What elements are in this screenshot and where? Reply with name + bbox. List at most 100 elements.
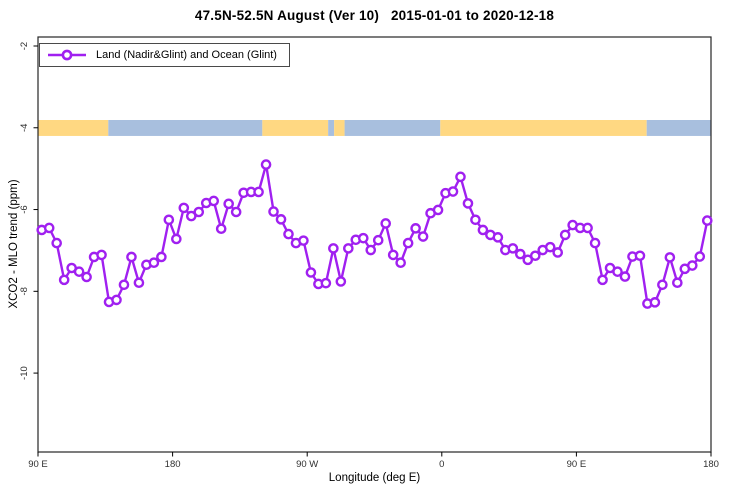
land-ocean-band xyxy=(38,120,711,136)
chart-title: 47.5N-52.5N August (Ver 10) 2015-01-01 t… xyxy=(194,8,555,23)
data-point xyxy=(253,186,264,198)
data-point xyxy=(96,249,107,261)
x-tick-label: 90 W xyxy=(296,459,318,470)
data-point xyxy=(268,206,279,217)
data-points xyxy=(36,159,713,309)
x-axis-label: Longitude (deg E) xyxy=(328,472,421,484)
data-point xyxy=(343,243,354,254)
data-point xyxy=(73,266,85,277)
data-point xyxy=(522,254,534,266)
data-point xyxy=(462,198,474,209)
data-point xyxy=(447,186,459,197)
data-point xyxy=(148,257,160,268)
data-point xyxy=(492,232,504,243)
data-point xyxy=(305,267,317,278)
data-point xyxy=(81,271,92,283)
y-axis-label: XCO2 - MLO trend (ppm) xyxy=(8,179,20,309)
y-tick-label: -2 xyxy=(19,42,30,50)
y-tick-label: -4 xyxy=(19,124,30,132)
data-point xyxy=(156,251,167,263)
data-point xyxy=(328,243,339,254)
data-point xyxy=(477,224,489,236)
data-point xyxy=(664,252,676,263)
data-point xyxy=(111,294,122,306)
y-axis-ticks: -2 -4 -6 -8 -10 xyxy=(19,42,38,380)
band-segment-land xyxy=(262,120,329,136)
data-point xyxy=(193,206,205,218)
x-axis-ticks: 90 E 180 90 W 0 90 E 180 xyxy=(28,452,719,470)
data-point xyxy=(43,222,55,234)
data-point xyxy=(357,232,369,244)
data-point xyxy=(298,235,309,246)
legend-series-marker-icon xyxy=(48,49,86,61)
band-segment-land xyxy=(334,120,345,136)
data-point xyxy=(455,171,466,183)
data-point xyxy=(619,271,631,282)
data-point xyxy=(589,237,601,249)
data-point xyxy=(544,241,556,253)
data-point xyxy=(634,250,646,262)
x-tick-label: 90 E xyxy=(567,459,587,470)
data-point xyxy=(559,229,571,241)
band-segment-land xyxy=(440,120,647,136)
data-point xyxy=(230,206,242,218)
legend-box: Land (Nadir&Glint) and Ocean (Glint) xyxy=(39,43,290,67)
plot-border xyxy=(37,36,712,453)
data-point xyxy=(223,198,234,210)
data-point xyxy=(380,218,392,229)
data-point xyxy=(365,244,377,256)
data-point xyxy=(260,159,272,170)
data-point xyxy=(51,237,62,249)
legend-series-label: Land (Nadir&Glint) and Ocean (Glint) xyxy=(96,49,277,61)
data-point xyxy=(672,277,683,289)
data-point xyxy=(417,231,429,242)
data-point xyxy=(275,214,287,225)
data-point xyxy=(126,251,137,263)
y-tick-label: -10 xyxy=(19,366,30,380)
data-point xyxy=(552,247,564,258)
y-tick-label: -6 xyxy=(19,205,30,213)
data-point xyxy=(395,257,406,268)
data-point xyxy=(215,223,227,235)
data-point xyxy=(701,215,713,226)
data-point xyxy=(118,279,130,291)
data-point xyxy=(133,277,145,289)
data-point xyxy=(597,274,608,286)
data-point xyxy=(208,195,220,207)
data-point xyxy=(320,277,332,289)
band-segment-ocean xyxy=(108,120,263,136)
data-point xyxy=(185,210,197,222)
band-segment-ocean xyxy=(328,120,335,136)
data-point xyxy=(515,248,526,260)
data-point xyxy=(335,276,347,287)
data-point xyxy=(171,233,182,245)
data-point xyxy=(387,249,399,261)
data-point xyxy=(283,228,294,240)
data-point xyxy=(694,251,706,262)
data-point xyxy=(402,237,414,249)
data-point xyxy=(649,297,661,308)
data-point xyxy=(612,266,623,277)
y-tick-label: -8 xyxy=(19,287,30,295)
x-tick-label: 180 xyxy=(165,459,181,470)
data-point xyxy=(58,274,70,286)
data-point xyxy=(410,223,421,234)
data-point xyxy=(507,243,519,254)
data-point xyxy=(529,250,541,262)
data-point xyxy=(582,222,593,234)
band-segment-ocean xyxy=(344,120,441,136)
band-segment-land xyxy=(38,120,109,136)
data-point xyxy=(657,279,668,291)
data-point xyxy=(470,214,481,226)
data-point xyxy=(163,214,175,226)
data-point xyxy=(372,234,384,246)
data-point xyxy=(432,204,444,216)
data-point xyxy=(687,260,698,271)
band-segment-ocean xyxy=(646,120,711,136)
x-tick-label: 90 E xyxy=(28,459,48,470)
data-point xyxy=(178,202,190,214)
x-tick-label: 180 xyxy=(703,459,719,470)
x-tick-label: 0 xyxy=(439,459,444,470)
